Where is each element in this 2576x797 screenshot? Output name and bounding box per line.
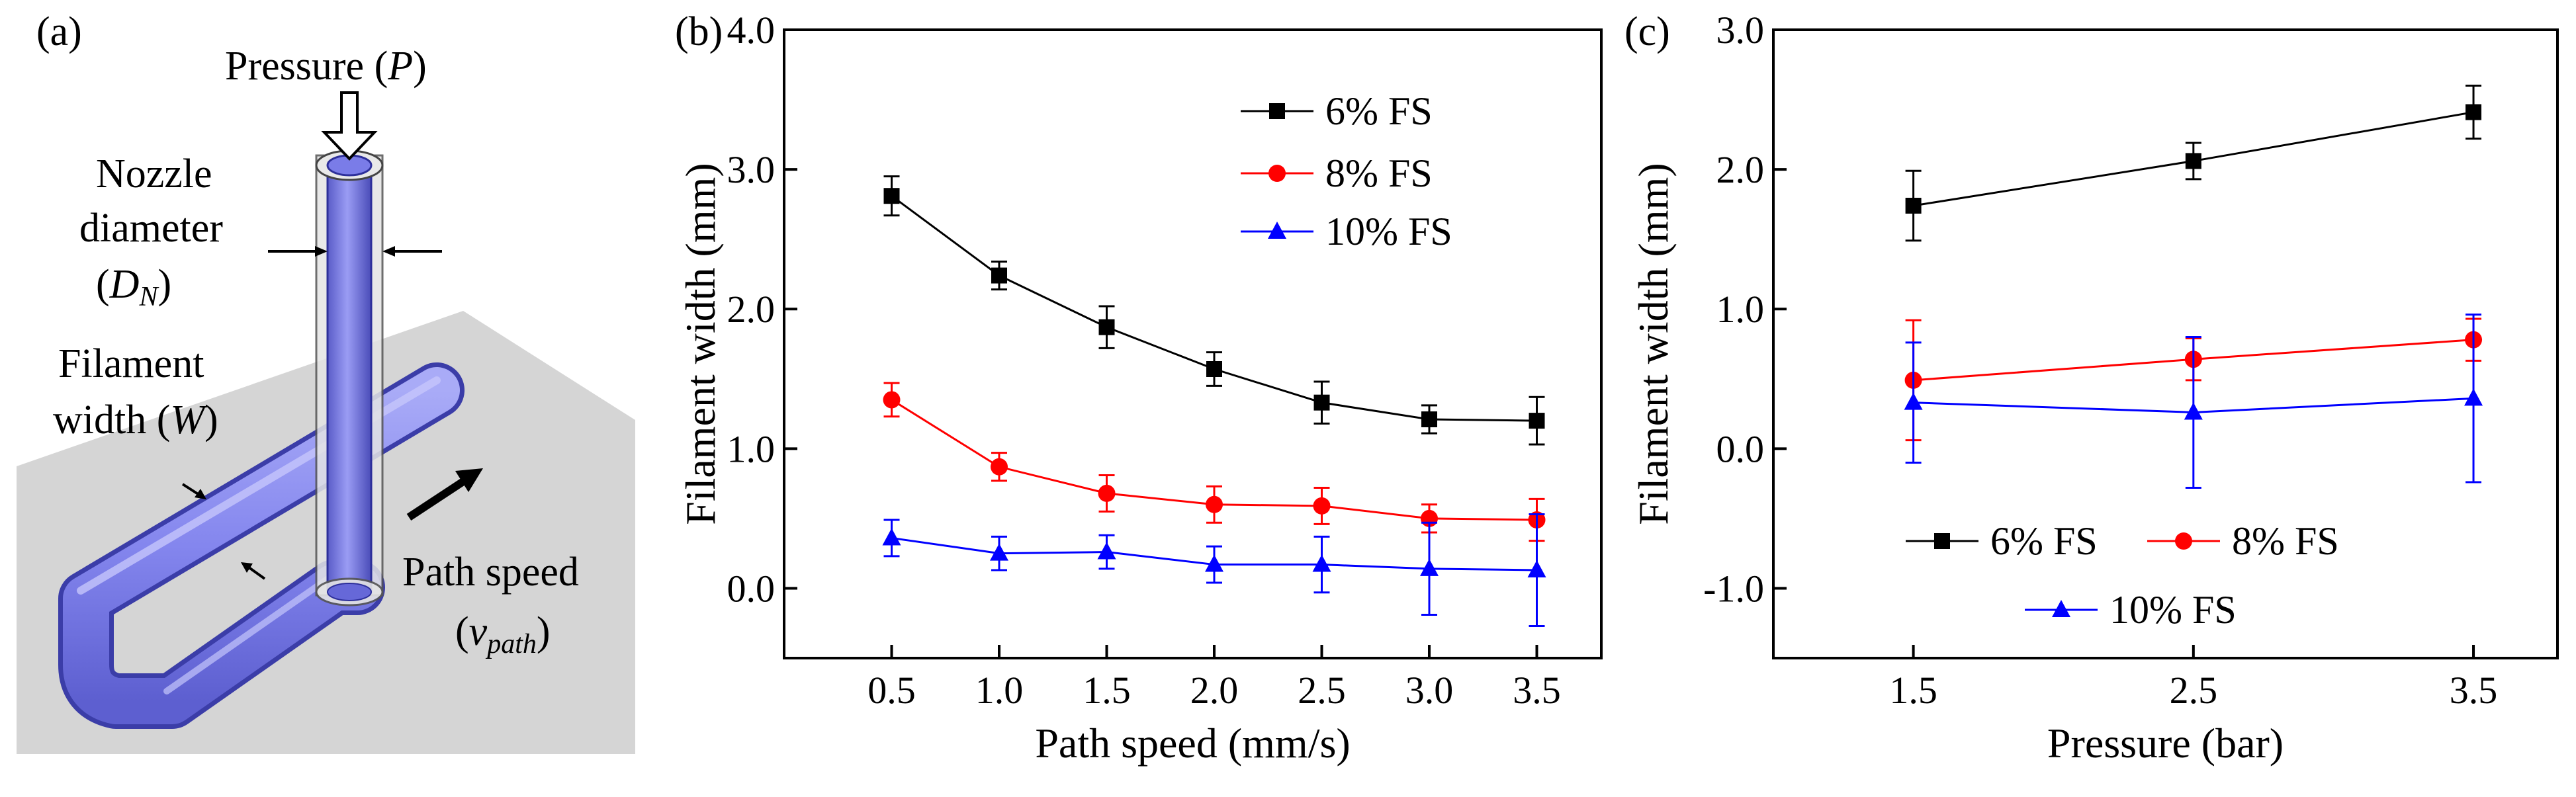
chart-c-series <box>1904 84 2483 489</box>
chart-c-y-axis-label: Filament width (mm) <box>1630 163 1677 525</box>
nozzle-label-symbol: (DN) <box>96 262 171 312</box>
c-legend-marker <box>2052 600 2070 617</box>
b-data-point <box>1206 361 1222 377</box>
c-x-tick-label: 1.5 <box>1889 669 1937 712</box>
chart-b-plot-frame <box>783 28 1603 659</box>
chart-b-legend: 6% FS 8% FS 10% FS <box>1241 89 1452 253</box>
filament-width-arrows <box>181 483 266 580</box>
chart-c-legend: 6% FS 8% FS 10% FS <box>1906 519 2339 632</box>
chart-b-series <box>882 175 1546 627</box>
b-x-tick-label: 3.5 <box>1513 669 1561 712</box>
b-data-point <box>991 458 1008 476</box>
chart-c-x-axis-label: Pressure (bar) <box>2047 720 2284 767</box>
c-legend-label: 8% FS <box>2232 519 2339 563</box>
pressure-arrow-icon <box>321 91 378 161</box>
b-y-tick-label: 2.0 <box>727 288 776 331</box>
b-series-0 <box>883 175 1545 446</box>
path-speed-label-symbol: (vpath) <box>455 609 551 659</box>
b-data-point <box>1421 411 1437 427</box>
b-data-point <box>1313 497 1331 515</box>
b-data-point <box>991 267 1007 284</box>
pressure-label: Pressure (P) <box>225 44 427 89</box>
b-data-point <box>883 188 900 204</box>
b-x-tick-label: 1.5 <box>1083 669 1131 712</box>
b-y-tick-label: 4.0 <box>727 9 776 52</box>
b-y-tick-label: 1.0 <box>727 427 776 470</box>
c-data-point <box>2185 153 2201 169</box>
c-series-0 <box>1905 84 2482 242</box>
c-legend-marker <box>1934 533 1950 549</box>
chart-b: (b) 0.5 1.0 1.5 2.0 2.5 3.0 3.5 0.0 1.0 2.0 3.0 4.0… <box>675 9 1603 767</box>
chart-b-ticks: 0.5 1.0 1.5 2.0 2.5 3.0 3.5 0.0 1.0 2.0 3.0 4.0 <box>727 9 1561 712</box>
b-data-point <box>1312 554 1331 572</box>
b-y-tick-label: 0.0 <box>727 567 776 610</box>
b-x-tick-label: 2.0 <box>1190 669 1239 712</box>
c-y-tick-label: 3.0 <box>1716 9 1765 52</box>
chart-b-y-axis-label: Filament width (mm) <box>677 163 724 525</box>
c-y-tick-label: 0.0 <box>1716 427 1765 470</box>
b-data-point <box>1098 484 1116 502</box>
c-legend-label: 6% FS <box>1990 519 2098 563</box>
b-series-1 <box>883 382 1546 542</box>
panel-a-schematic: (a) <box>17 9 635 754</box>
c-legend-marker <box>2175 532 2192 550</box>
b-legend-marker <box>1269 103 1285 119</box>
path-speed-label-line1: Path speed <box>402 550 579 595</box>
b-data-point <box>1206 495 1223 513</box>
panel-a-label: (a) <box>36 9 82 54</box>
chart-b-x-axis-label: Path speed (mm/s) <box>1035 720 1350 767</box>
chart-b-panel-label: (b) <box>675 9 723 54</box>
c-series-2 <box>1904 314 2483 489</box>
b-data-point <box>1420 558 1439 576</box>
b-data-point <box>1527 560 1546 577</box>
c-y-tick-label: 1.0 <box>1716 288 1765 331</box>
b-series-2 <box>882 513 1546 627</box>
c-data-point <box>1904 392 1923 410</box>
b-data-point <box>990 543 1008 561</box>
b-x-tick-label: 2.5 <box>1298 669 1346 712</box>
b-legend-marker <box>1268 222 1286 239</box>
b-x-tick-label: 3.0 <box>1405 669 1454 712</box>
c-x-tick-label: 3.5 <box>2450 669 2498 712</box>
filament-label-line2: width (W) <box>53 398 218 442</box>
b-data-point <box>1097 542 1116 560</box>
c-data-point <box>2464 388 2483 406</box>
b-data-point <box>883 391 901 409</box>
c-y-tick-label: 2.0 <box>1716 148 1765 191</box>
c-y-tick-label: -1.0 <box>1703 567 1764 610</box>
b-legend-marker <box>1268 165 1286 182</box>
b-x-tick-label: 1.0 <box>975 669 1024 712</box>
path-speed-arrow-icon <box>406 468 483 521</box>
b-data-point <box>1529 413 1545 429</box>
c-data-point <box>2465 104 2482 120</box>
b-x-tick-label: 0.5 <box>867 669 916 712</box>
c-legend-label: 10% FS <box>2110 588 2237 632</box>
c-x-tick-label: 2.5 <box>2170 669 2218 712</box>
nozzle-diameter-arrows <box>268 246 442 257</box>
filament-label-line1: Filament <box>58 341 204 386</box>
chart-c-ticks: 1.5 2.5 3.5 -1.0 0.0 1.0 2.0 3.0 <box>1703 9 2497 712</box>
b-data-point <box>1098 319 1115 335</box>
nozzle-label-line1: Nozzle <box>96 151 212 196</box>
b-data-point <box>882 528 901 546</box>
nozzle <box>315 149 384 607</box>
filament-path <box>58 362 465 729</box>
c-data-point <box>1905 198 1922 214</box>
c-data-point <box>2184 402 2203 420</box>
b-legend-label: 6% FS <box>1325 89 1433 133</box>
b-data-point <box>1205 554 1223 572</box>
chart-c-plot-frame <box>1772 28 2559 659</box>
chart-c-panel-label: (c) <box>1624 9 1670 54</box>
b-legend-label: 10% FS <box>1325 210 1452 253</box>
nozzle-label-line2: diameter <box>79 206 223 251</box>
chart-c: (c) 1.5 2.5 3.5 -1.0 0.0 1.0 2.0 3.0 6% FS 8% FS… <box>1624 9 2559 767</box>
b-y-tick-label: 3.0 <box>727 148 776 191</box>
b-legend-label: 8% FS <box>1325 151 1433 195</box>
b-data-point <box>1313 394 1330 411</box>
